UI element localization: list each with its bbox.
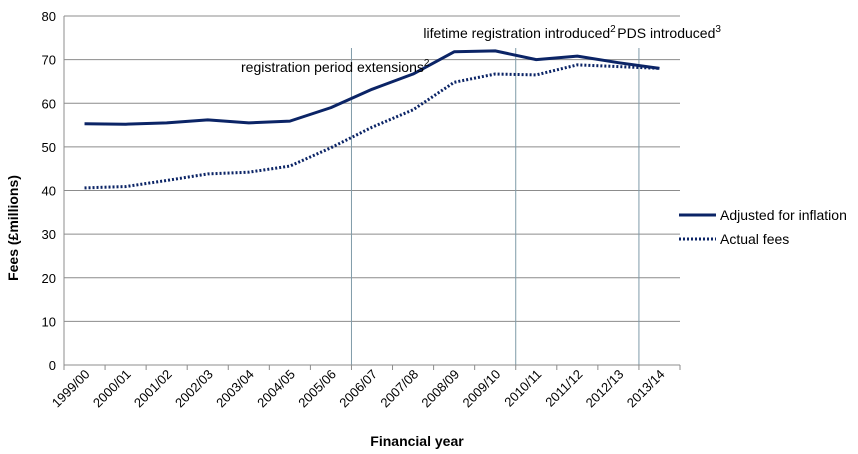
- annotation-label: lifetime registration introduced2: [423, 24, 616, 41]
- y-tick-label: 0: [49, 358, 56, 373]
- x-tick-label: 2012/13: [583, 367, 627, 411]
- annotation-text: PDS introduced: [617, 25, 715, 41]
- annotation-label: PDS introduced3: [617, 24, 721, 41]
- annotation-label: registration period extensions2: [241, 58, 430, 75]
- annotation-superscript: 2: [424, 58, 430, 69]
- y-tick-labels: 0 10 20 30 40 50 60 70 80: [42, 9, 56, 373]
- x-tick-label: 2000/01: [90, 367, 134, 411]
- x-tick-label: 2007/08: [377, 367, 421, 411]
- x-tick-label: 2011/12: [542, 367, 585, 410]
- x-tick-label: 1999/00: [49, 367, 93, 411]
- y-axis-title: Fees (£millions): [5, 175, 21, 281]
- y-tick-label: 80: [42, 9, 56, 24]
- x-tick-label: 2004/05: [254, 367, 298, 411]
- x-tick-label: 2013/14: [624, 367, 668, 411]
- series-line-actual-fees: [84, 63, 660, 190]
- y-tick-label: 10: [42, 314, 56, 329]
- x-tick-label: 2008/09: [418, 367, 462, 411]
- y-tick-label: 60: [42, 96, 56, 111]
- series-lines: [84, 49, 660, 190]
- annotation-text: registration period extensions: [241, 59, 424, 75]
- annotation-text: lifetime registration introduced: [423, 25, 610, 41]
- annotations: registration period extensions2lifetime …: [241, 24, 721, 75]
- annotation-superscript: 2: [610, 24, 616, 35]
- x-tick-label: 2005/06: [295, 367, 339, 411]
- x-tick-label: 2002/03: [172, 367, 216, 411]
- x-tick-label: 2003/04: [213, 367, 257, 411]
- y-tick-label: 40: [42, 184, 56, 199]
- x-tick-label: 2001/02: [131, 367, 175, 411]
- series-line-adjusted-for-inflation: [84, 49, 660, 126]
- annotation-lines: [350, 48, 640, 365]
- axes: [63, 16, 681, 370]
- x-tick-label: 2006/07: [336, 367, 380, 411]
- x-tick-labels: 1999/002000/012001/022002/032003/042004/…: [49, 367, 668, 411]
- legend: Adjusted for inflation Actual fees: [679, 207, 847, 247]
- legend-label-adjusted: Adjusted for inflation: [720, 207, 847, 223]
- y-tick-label: 50: [42, 140, 56, 155]
- x-tick-label: 2010/11: [501, 367, 544, 410]
- y-tick-label: 30: [42, 227, 56, 242]
- legend-label-actual: Actual fees: [720, 231, 789, 247]
- x-axis-title: Financial year: [370, 433, 464, 449]
- annotation-superscript: 3: [715, 24, 721, 35]
- y-tick-label: 20: [42, 271, 56, 286]
- x-tick-label: 2009/10: [459, 367, 503, 411]
- y-tick-label: 70: [42, 53, 56, 68]
- gridlines: [64, 15, 680, 366]
